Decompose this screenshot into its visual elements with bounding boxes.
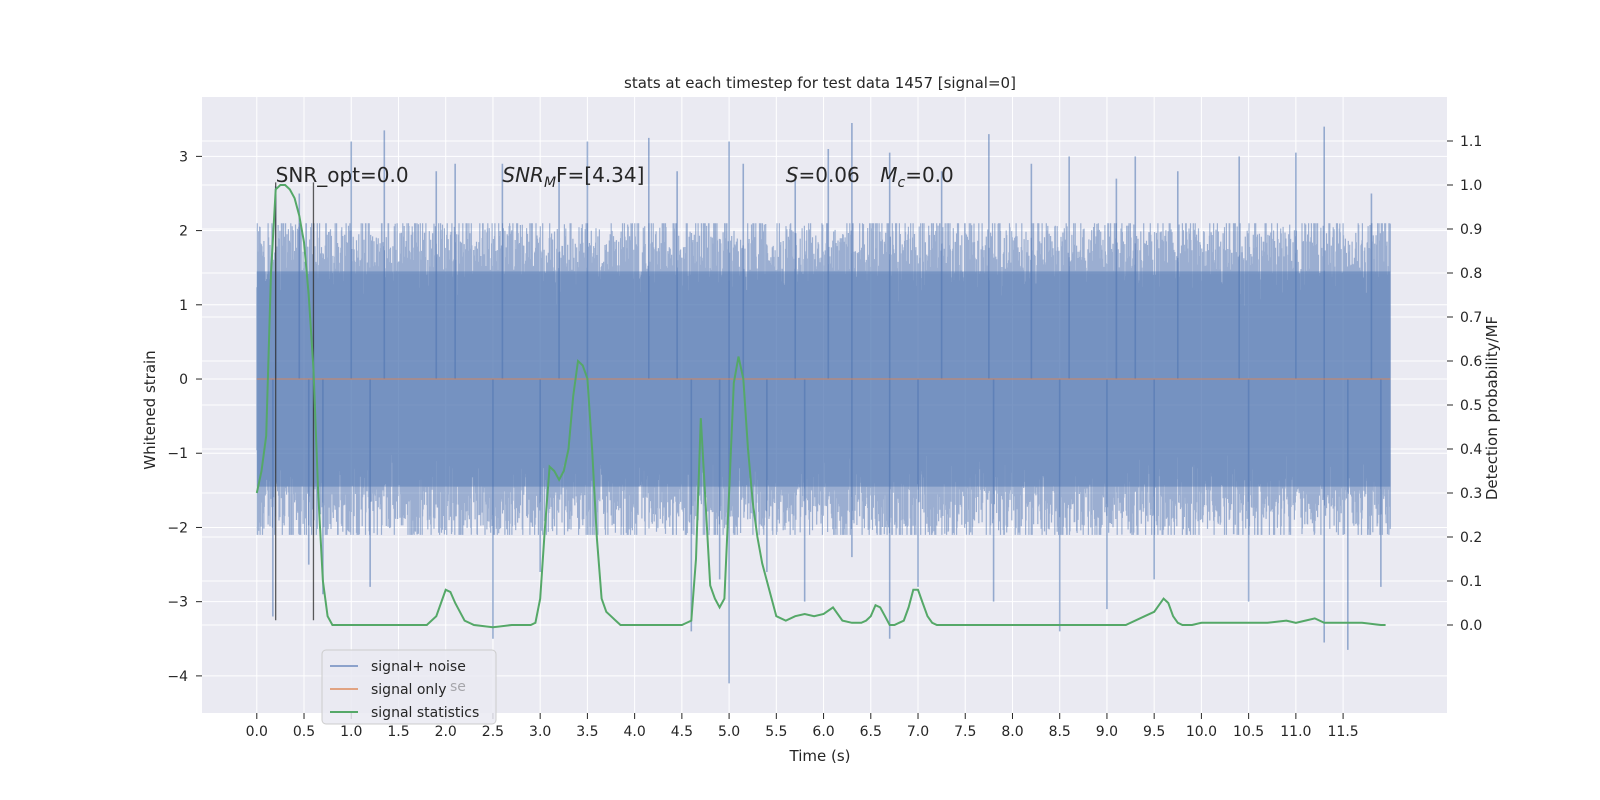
legend-box	[321, 649, 497, 725]
annotations: SNR_opt=0.0 SNRMF=[4.34] S=0.06 Mc=0.0	[276, 163, 954, 191]
x-tick-label: 6.0	[812, 724, 834, 740]
annotation-main: SNR_opt=0.0	[276, 163, 409, 187]
y-right-tick-label: 1.0	[1460, 178, 1482, 194]
y-axis-right: 0.0 0.1 0.2 0.3 0.4 0.5 0.6 0.7 0.8 0.9 1.0 1.1	[1447, 134, 1482, 634]
y-right-tick-label: 0.7	[1460, 310, 1482, 326]
x-tick-label: 1.0	[340, 724, 362, 740]
vertical-markers	[275, 182, 315, 621]
y-tick-label: 0	[179, 372, 188, 388]
x-tick-label: 5.0	[718, 724, 740, 740]
legend-entry: signal only	[371, 682, 446, 698]
annotation-subscript: c	[897, 175, 905, 191]
x-tick-label: 7.5	[954, 724, 976, 740]
y-right-tick-label: 0.1	[1460, 574, 1482, 590]
x-tick-label: 11.0	[1280, 724, 1311, 740]
statistics-line	[255, 184, 1386, 629]
x-tick-label: 11.5	[1328, 724, 1359, 740]
x-tick-label: 4.0	[623, 724, 645, 740]
y-right-tick-label: 0.9	[1460, 222, 1482, 238]
legend: se signal+ noise signal only signal statist…	[321, 649, 497, 725]
y-right-tick-label: 0.6	[1460, 354, 1482, 370]
annotation-main: S	[786, 163, 799, 187]
annotation-0: SNR_opt=0.0	[276, 163, 409, 187]
legend-ghost-text: se	[450, 679, 466, 695]
y-right-tick-label: 0.4	[1460, 442, 1482, 458]
annotation-suffix: =0.0	[905, 163, 954, 187]
annotation-suffix: F=[4.34]	[556, 163, 644, 187]
y-tick-label: −3	[167, 595, 188, 611]
y-axis-right-label: Detection probability/MF	[1483, 316, 1501, 500]
annotation-suffix: =0.06	[798, 163, 859, 187]
x-tick-label: 8.5	[1049, 724, 1071, 740]
y-right-tick-label: 0.2	[1460, 530, 1482, 546]
y-tick-label: 1	[179, 298, 188, 314]
y-right-tick-label: 0.8	[1460, 266, 1482, 282]
x-tick-label: 10.0	[1186, 724, 1217, 740]
x-tick-label: 8.0	[1001, 724, 1023, 740]
chart-title: stats at each timestep for test data 145…	[624, 74, 1016, 92]
series-signal-statistics	[255, 184, 1386, 629]
x-tick-label: 0.0	[246, 724, 268, 740]
legend-entry: signal+ noise	[371, 659, 466, 675]
x-tick-label: 5.5	[765, 724, 787, 740]
y-tick-label: −2	[167, 520, 188, 536]
annotation-2: S=0.06	[786, 163, 860, 187]
y-tick-label: −1	[167, 446, 188, 462]
y-right-tick-label: 0.0	[1460, 618, 1482, 634]
annotation-3: Mc=0.0	[880, 163, 954, 191]
y-right-tick-label: 1.1	[1460, 134, 1482, 150]
annotation-subscript: M	[544, 175, 556, 191]
x-tick-label: 6.5	[860, 724, 882, 740]
annotation-main: SNR	[502, 163, 544, 187]
x-tick-label: 3.0	[529, 724, 551, 740]
annotation-main: M	[880, 163, 897, 187]
y-tick-label: 2	[179, 224, 188, 240]
x-tick-label: 9.5	[1143, 724, 1165, 740]
x-tick-label: 10.5	[1233, 724, 1264, 740]
y-axis-left: −4 −3 −2 −1 0 1 2 3	[167, 149, 202, 685]
y-tick-label: 3	[179, 149, 188, 165]
x-tick-label: 0.5	[293, 724, 315, 740]
x-tick-label: 3.5	[576, 724, 598, 740]
x-tick-label: 2.0	[435, 724, 457, 740]
y-right-tick-label: 0.3	[1460, 486, 1482, 502]
annotation-1: SNRMF=[4.34]	[502, 163, 644, 191]
x-tick-label: 7.0	[907, 724, 929, 740]
x-tick-label: 4.5	[671, 724, 693, 740]
y-right-tick-label: 0.5	[1460, 398, 1482, 414]
x-tick-label: 1.5	[387, 724, 409, 740]
x-tick-label: 9.0	[1096, 724, 1118, 740]
y-tick-label: −4	[167, 669, 188, 685]
legend-entry: signal statistics	[371, 705, 479, 721]
x-axis-label: Time (s)	[789, 747, 851, 765]
x-tick-label: 2.5	[482, 724, 504, 740]
x-axis: 0.0 0.5 1.0 1.5 2.0 2.5 3.0 3.5 4.0 4.5 5.0 5.5 6.0 6…	[246, 713, 1359, 740]
y-axis-label: Whitened strain	[141, 350, 159, 469]
